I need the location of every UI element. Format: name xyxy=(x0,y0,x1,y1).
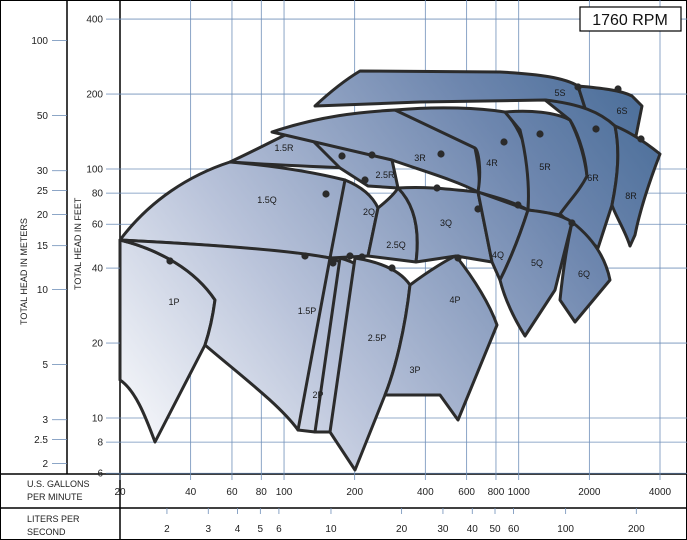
lps-tick-label: 100 xyxy=(557,524,574,535)
feet-tick-label: 400 xyxy=(86,15,103,26)
feet-tick-label: 8 xyxy=(97,438,103,449)
gpm-tick-label: 40 xyxy=(185,487,197,498)
meter-tick-label: 15 xyxy=(37,241,49,252)
gpm-axis-title-line2: PER MINUTE xyxy=(27,492,83,502)
region-label-3r: 3R xyxy=(414,153,426,163)
gpm-tick-label: 4000 xyxy=(649,487,672,498)
region-label-3p: 3P xyxy=(409,365,420,375)
region-label-2q: 2Q xyxy=(363,207,375,217)
lps-axis-title-line2: SECOND xyxy=(27,527,66,537)
lps-tick-label: 60 xyxy=(508,524,520,535)
region-label-6r: 6R xyxy=(587,173,599,183)
curve-node-dot xyxy=(358,253,365,260)
curve-node-dot xyxy=(338,152,345,159)
curve-node-dot xyxy=(361,176,368,183)
region-label-3q: 3Q xyxy=(440,218,452,228)
gpm-tick-label: 80 xyxy=(256,487,268,498)
meters-axis-title: TOTAL HEAD IN METERS xyxy=(19,218,29,325)
feet-tick-label: 200 xyxy=(86,90,103,101)
meter-tick-label: 100 xyxy=(31,36,48,47)
region-label-5s: 5S xyxy=(554,88,565,98)
gpm-tick-label: 20 xyxy=(114,487,126,498)
region-label-1-5r: 1.5R xyxy=(274,143,294,153)
curve-node-dot xyxy=(500,138,507,145)
feet-tick-label: 6 xyxy=(97,469,103,480)
gpm-tick-label: 800 xyxy=(488,487,505,498)
meter-tick-label: 5 xyxy=(42,360,48,371)
region-label-5r: 5R xyxy=(539,162,551,172)
lps-tick-label: 5 xyxy=(258,524,264,535)
region-label-2p: 2P xyxy=(312,390,323,400)
curve-node-dot xyxy=(454,254,461,261)
feet-tick-label: 40 xyxy=(92,264,104,275)
region-label-1-5p: 1.5P xyxy=(298,306,317,316)
lps-axis-title-line1: LITERS PER xyxy=(27,514,80,524)
region-label-1-5q: 1.5Q xyxy=(257,195,277,205)
curve-node-dot xyxy=(514,201,521,208)
feet-tick-label: 80 xyxy=(92,189,104,200)
feet-axis-title: TOTAL HEAD IN FEET xyxy=(73,197,83,290)
lps-tick-label: 40 xyxy=(467,524,479,535)
curve-node-dot xyxy=(592,125,599,132)
region-label-8r: 8R xyxy=(625,191,637,201)
lps-tick-label: 3 xyxy=(205,524,211,535)
curve-node-dot xyxy=(536,130,543,137)
lps-tick-label: 20 xyxy=(396,524,408,535)
gpm-tick-label: 1000 xyxy=(508,487,531,498)
region-label-4p: 4P xyxy=(449,295,460,305)
region-label-4q: 4Q xyxy=(492,250,504,260)
gpm-tick-label: 100 xyxy=(276,487,293,498)
meter-tick-label: 3 xyxy=(42,415,48,426)
region-label-6q: 6Q xyxy=(578,269,590,279)
region-label-5q: 5Q xyxy=(531,258,543,268)
region-label-2-5r: 2.5R xyxy=(375,170,395,180)
gpm-tick-label: 60 xyxy=(226,487,238,498)
curve-node-dot xyxy=(568,219,575,226)
curve-node-dot xyxy=(614,85,621,92)
meter-tick-label: 20 xyxy=(37,210,49,221)
curve-node-dot xyxy=(388,264,395,271)
region-label-2-5q: 2.5Q xyxy=(386,240,406,250)
meter-tick-label: 2.5 xyxy=(34,435,48,446)
lps-tick-label: 2 xyxy=(164,524,170,535)
curve-node-dot xyxy=(368,151,375,158)
curve-node-dot xyxy=(474,205,481,212)
lps-tick-label: 10 xyxy=(325,524,337,535)
curve-node-dot xyxy=(433,184,440,191)
lps-tick-label: 30 xyxy=(437,524,449,535)
feet-tick-label: 10 xyxy=(92,414,104,425)
curve-node-dot xyxy=(322,190,329,197)
feet-tick-label: 20 xyxy=(92,339,104,350)
region-label-6s: 6S xyxy=(616,106,627,116)
region-label-1p: 1P xyxy=(168,297,179,307)
region-label-2-5p: 2.5P xyxy=(368,333,387,343)
meter-tick-label: 10 xyxy=(37,285,49,296)
feet-tick-label: 60 xyxy=(92,220,104,231)
meter-tick-label: 25 xyxy=(37,186,49,197)
curve-node-dot xyxy=(637,135,644,142)
lps-tick-label: 4 xyxy=(235,524,241,535)
curve-node-dot xyxy=(166,257,173,264)
lps-tick-label: 6 xyxy=(276,524,282,535)
gpm-tick-label: 200 xyxy=(346,487,363,498)
curve-node-dot xyxy=(346,252,353,259)
lps-tick-label: 50 xyxy=(489,524,501,535)
lps-tick-label: 200 xyxy=(628,524,645,535)
meter-tick-label: 2 xyxy=(42,459,48,470)
curve-node-dot xyxy=(329,259,336,266)
gpm-tick-label: 2000 xyxy=(578,487,601,498)
rpm-label: 1760 RPM xyxy=(592,12,668,29)
region-label-4r: 4R xyxy=(486,158,498,168)
curve-node-dot xyxy=(574,83,581,90)
gpm-axis-title-line1: U.S. GALLONS xyxy=(27,479,90,489)
curve-node-dot xyxy=(301,252,308,259)
gpm-tick-label: 600 xyxy=(458,487,475,498)
gpm-tick-label: 400 xyxy=(417,487,434,498)
curve-node-dot xyxy=(437,150,444,157)
meter-tick-label: 30 xyxy=(37,166,49,177)
feet-tick-label: 100 xyxy=(86,165,103,176)
meter-tick-label: 50 xyxy=(37,111,49,122)
